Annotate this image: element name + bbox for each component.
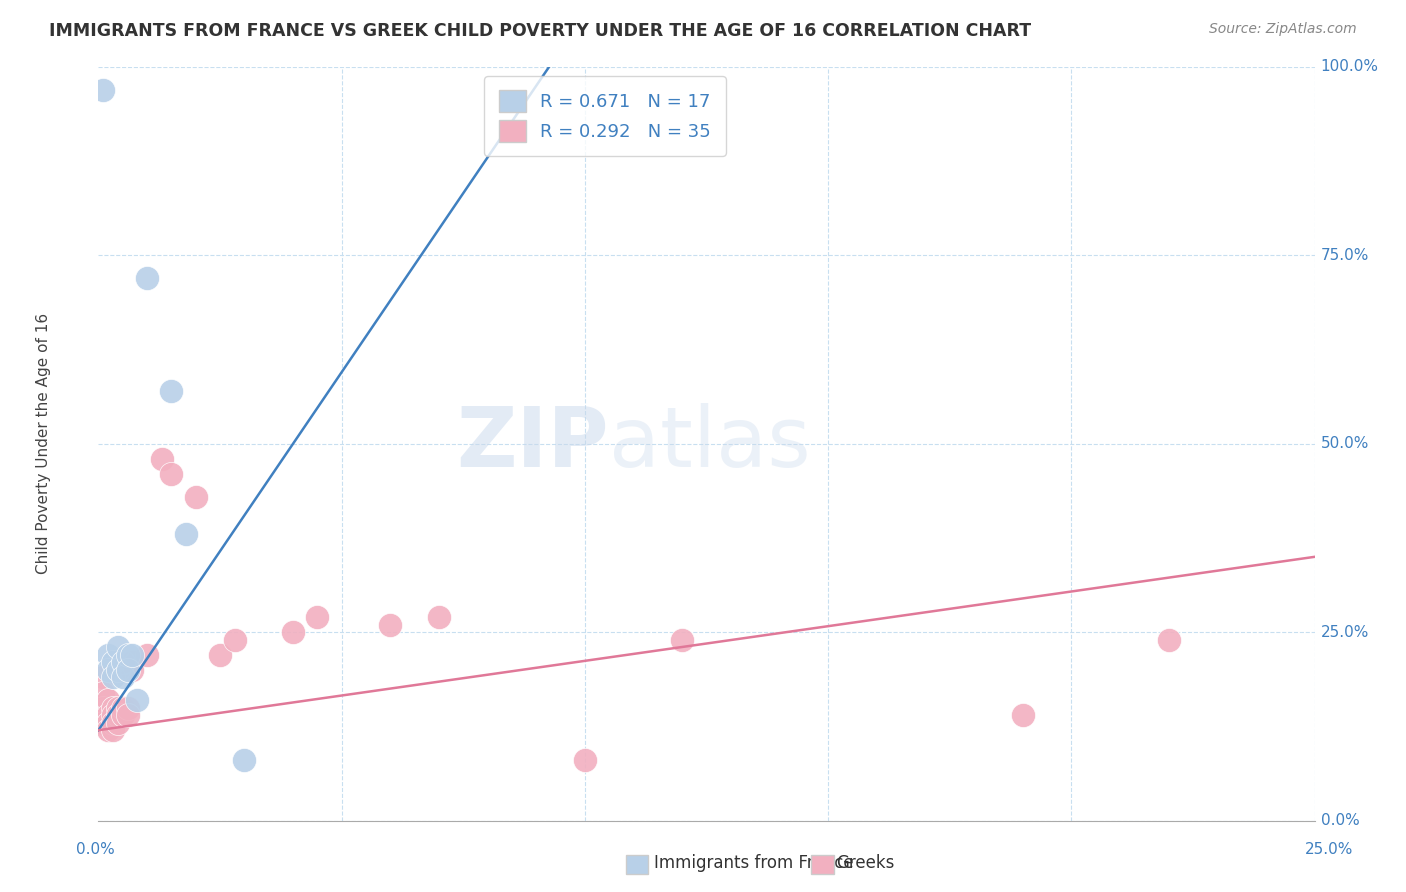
Point (97, 648, 120, 662)
Point (427, 610, 450, 624)
Point (107, 715, 129, 730)
Text: 25.0%: 25.0% (1305, 842, 1353, 856)
Point (160, 384, 183, 398)
Point (574, 753, 596, 767)
Point (233, 753, 256, 767)
Point (97, 693, 120, 707)
Point (101, 656, 124, 670)
Text: Source: ZipAtlas.com: Source: ZipAtlas.com (1209, 22, 1357, 37)
Point (111, 656, 134, 670)
Text: Child Poverty Under the Age of 16: Child Poverty Under the Age of 16 (37, 313, 51, 574)
Point (1157, 632, 1180, 647)
Text: 100.0%: 100.0% (1320, 60, 1379, 74)
Point (97, 708, 120, 723)
Point (111, 670, 134, 684)
Text: 0.0%: 0.0% (76, 842, 115, 856)
Point (150, 451, 173, 466)
Point (97, 663, 120, 677)
Point (107, 640, 129, 655)
Point (136, 271, 159, 285)
Point (117, 663, 139, 677)
Text: 50.0%: 50.0% (1320, 436, 1369, 451)
Point (117, 648, 139, 662)
Point (91, 715, 114, 730)
Text: Greeks: Greeks (837, 854, 896, 871)
Text: Immigrants from France: Immigrants from France (654, 854, 853, 871)
Point (160, 467, 183, 481)
Point (91, 82, 114, 96)
Point (101, 700, 124, 714)
Point (121, 656, 143, 670)
Text: 0.0%: 0.0% (1320, 814, 1360, 828)
Point (136, 648, 159, 662)
Point (121, 648, 143, 662)
Point (111, 700, 134, 714)
Point (224, 632, 246, 647)
Point (121, 663, 143, 677)
Point (117, 700, 139, 714)
Point (209, 648, 232, 662)
Point (111, 708, 134, 723)
Point (380, 617, 402, 632)
Point (184, 490, 207, 504)
Point (101, 723, 124, 738)
Point (91, 685, 114, 699)
Point (174, 527, 197, 541)
Point (107, 663, 129, 677)
Legend: R = 0.671   N = 17, R = 0.292   N = 35: R = 0.671 N = 17, R = 0.292 N = 35 (485, 76, 725, 156)
Point (91, 700, 114, 714)
Point (97, 715, 120, 730)
Point (91, 670, 114, 684)
Point (671, 632, 693, 647)
Point (97, 723, 120, 738)
Text: atlas: atlas (609, 403, 811, 484)
Point (107, 700, 129, 714)
Point (307, 610, 329, 624)
Text: 25.0%: 25.0% (1320, 624, 1369, 640)
Point (127, 693, 149, 707)
Text: ZIP: ZIP (457, 403, 609, 484)
Point (107, 708, 129, 723)
Text: IMMIGRANTS FROM FRANCE VS GREEK CHILD POVERTY UNDER THE AGE OF 16 CORRELATION CH: IMMIGRANTS FROM FRANCE VS GREEK CHILD PO… (49, 22, 1032, 40)
Point (1011, 708, 1033, 723)
Point (101, 670, 124, 684)
Point (117, 708, 139, 723)
Point (101, 715, 124, 730)
Point (101, 708, 124, 723)
Text: 75.0%: 75.0% (1320, 248, 1369, 263)
Point (281, 625, 304, 640)
